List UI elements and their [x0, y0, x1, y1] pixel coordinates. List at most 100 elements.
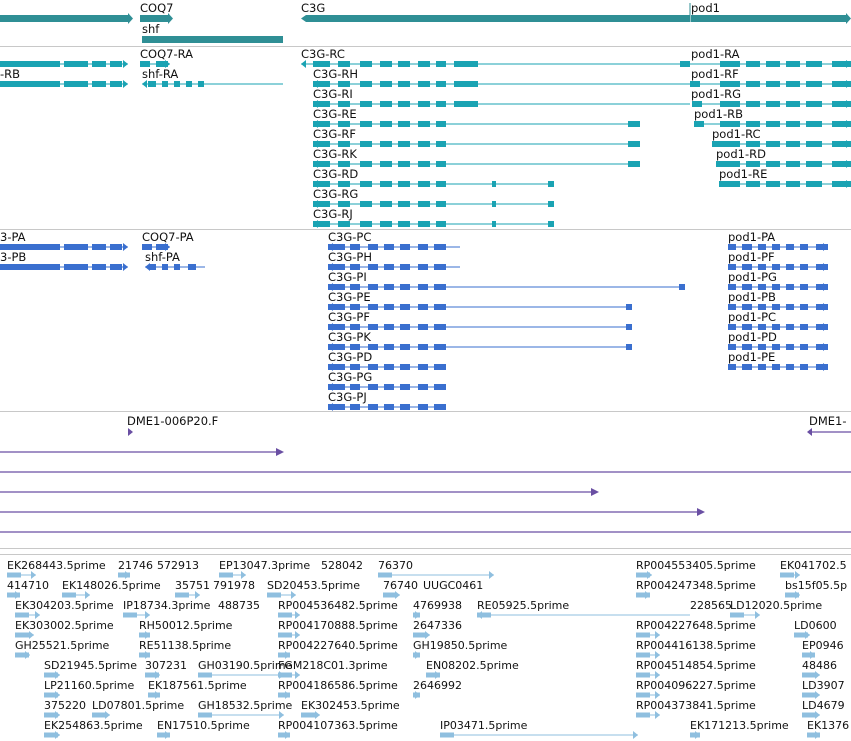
- protein-exon[interactable]: [418, 244, 428, 250]
- transcript-exon[interactable]: [360, 61, 372, 67]
- gene-bar-coq7[interactable]: [140, 15, 168, 22]
- est-label[interactable]: 572913: [157, 559, 199, 572]
- protein-exon[interactable]: [742, 244, 752, 250]
- est-label[interactable]: RP004107363.5prime: [278, 719, 398, 732]
- est-exon[interactable]: [123, 612, 137, 618]
- transcript-exon[interactable]: [360, 201, 372, 207]
- transcript-exon[interactable]: [786, 181, 800, 187]
- protein-exon[interactable]: [400, 284, 410, 290]
- est-label[interactable]: RE05925.5prime: [477, 599, 569, 612]
- transcript-exon[interactable]: [174, 81, 180, 87]
- transcript-exon[interactable]: [436, 81, 446, 87]
- protein-exon[interactable]: [742, 264, 752, 270]
- transcript-exon[interactable]: [313, 161, 330, 167]
- est-exon[interactable]: [267, 592, 281, 598]
- transcript-exon[interactable]: [806, 101, 822, 107]
- protein-exon[interactable]: [368, 404, 378, 410]
- protein-exon[interactable]: [816, 324, 828, 330]
- transcript-exon[interactable]: [746, 101, 760, 107]
- est-exon[interactable]: [636, 632, 650, 638]
- protein-exon[interactable]: [742, 304, 752, 310]
- transcript-exon[interactable]: [398, 221, 410, 227]
- protein-exon[interactable]: [800, 264, 808, 270]
- protein-exon[interactable]: [162, 264, 168, 270]
- transcript-label-pod1[interactable]: pod1-RE: [719, 167, 767, 181]
- protein-exon[interactable]: [368, 364, 378, 370]
- transcript-exon[interactable]: [436, 121, 446, 127]
- transcript-exon[interactable]: [313, 141, 330, 147]
- protein-exon[interactable]: [350, 244, 360, 250]
- protein-label-c3g[interactable]: C3G-PF: [328, 310, 370, 324]
- est-label[interactable]: EK254863.5prime: [44, 719, 143, 732]
- protein-exon[interactable]: [418, 364, 428, 370]
- transcript-exon[interactable]: [628, 161, 640, 167]
- transcript-label-pod1[interactable]: pod1-RB: [694, 107, 743, 121]
- est-label[interactable]: EK041702.5: [780, 559, 847, 572]
- transcript-exon[interactable]: [380, 201, 392, 207]
- transcript-exon[interactable]: [832, 101, 851, 107]
- transcript-exon[interactable]: [766, 61, 780, 67]
- est-exon[interactable]: [278, 732, 290, 738]
- est-exon[interactable]: [148, 692, 160, 698]
- transcript-exon[interactable]: [454, 81, 478, 87]
- protein-exon[interactable]: [350, 304, 360, 310]
- est-label[interactable]: EN17510.5prime: [157, 719, 250, 732]
- protein-exon[interactable]: [626, 324, 632, 330]
- protein-exon[interactable]: [816, 364, 828, 370]
- est-exon[interactable]: [440, 732, 454, 738]
- protein-exon[interactable]: [368, 324, 378, 330]
- protein-exon[interactable]: [400, 344, 410, 350]
- transcript-exon[interactable]: [832, 141, 851, 147]
- protein-exon[interactable]: [418, 384, 428, 390]
- est-exon[interactable]: [780, 572, 794, 578]
- transcript-exon[interactable]: [746, 161, 760, 167]
- transcript-exon[interactable]: [680, 61, 690, 67]
- protein-exon[interactable]: [800, 244, 808, 250]
- transcript-exon[interactable]: [338, 101, 350, 107]
- protein-exon[interactable]: [772, 264, 780, 270]
- est-exon[interactable]: [62, 592, 76, 598]
- transcript-exon[interactable]: [418, 201, 430, 207]
- protein-exon[interactable]: [400, 304, 410, 310]
- protein-exon[interactable]: [772, 344, 780, 350]
- est-label[interactable]: 2647336: [413, 619, 462, 632]
- protein-track[interactable]: 3-PA 3-PB COQ7-PA shf-PA C3G-PC C3G-PH C…: [0, 230, 828, 411]
- transcript-exon[interactable]: [313, 101, 330, 107]
- est-exon[interactable]: [44, 712, 58, 718]
- gene-label-shf[interactable]: shf: [142, 22, 160, 36]
- transcript-label-c3g[interactable]: C3G-RH: [313, 67, 358, 81]
- protein-exon[interactable]: [728, 324, 736, 330]
- est-exon[interactable]: [802, 712, 816, 718]
- protein-exon[interactable]: [758, 244, 766, 250]
- est-label[interactable]: EP0946: [802, 639, 844, 652]
- est-label[interactable]: 791978: [213, 579, 255, 592]
- protein-exon[interactable]: [418, 284, 428, 290]
- protein-exon[interactable]: [758, 324, 766, 330]
- est-exon[interactable]: [44, 672, 58, 678]
- transcript-exon[interactable]: [360, 81, 372, 87]
- transcript-exon[interactable]: [766, 141, 780, 147]
- protein-exon[interactable]: [434, 324, 446, 330]
- est-exon[interactable]: [278, 632, 292, 638]
- transcript-exon[interactable]: [198, 81, 204, 87]
- est-track[interactable]: EK268443.5prime 21746 572913 EP13047.3pr…: [7, 559, 849, 739]
- protein-exon[interactable]: [434, 384, 446, 390]
- est-exon[interactable]: [118, 572, 130, 578]
- est-exon[interactable]: [15, 632, 29, 638]
- transcript-exon[interactable]: [110, 61, 122, 67]
- est-label[interactable]: RP004416138.5prime: [636, 639, 756, 652]
- est-label[interactable]: SD20453.5prime: [267, 579, 360, 592]
- protein-exon[interactable]: [350, 284, 360, 290]
- protein-exon[interactable]: [786, 264, 794, 270]
- protein-exon[interactable]: [174, 264, 180, 270]
- transcript-exon[interactable]: [832, 61, 851, 67]
- transcript-exon[interactable]: [786, 101, 800, 107]
- transcript-label-c3g[interactable]: C3G-RJ: [313, 207, 353, 221]
- transcript-exon[interactable]: [398, 141, 410, 147]
- transcript-exon[interactable]: [338, 121, 350, 127]
- est-label[interactable]: RP004247348.5prime: [636, 579, 756, 592]
- est-exon[interactable]: [802, 652, 815, 658]
- protein-label-c3g[interactable]: C3G-PE: [328, 290, 371, 304]
- protein-exon[interactable]: [400, 384, 410, 390]
- est-label[interactable]: RP004096227.5prime: [636, 679, 756, 692]
